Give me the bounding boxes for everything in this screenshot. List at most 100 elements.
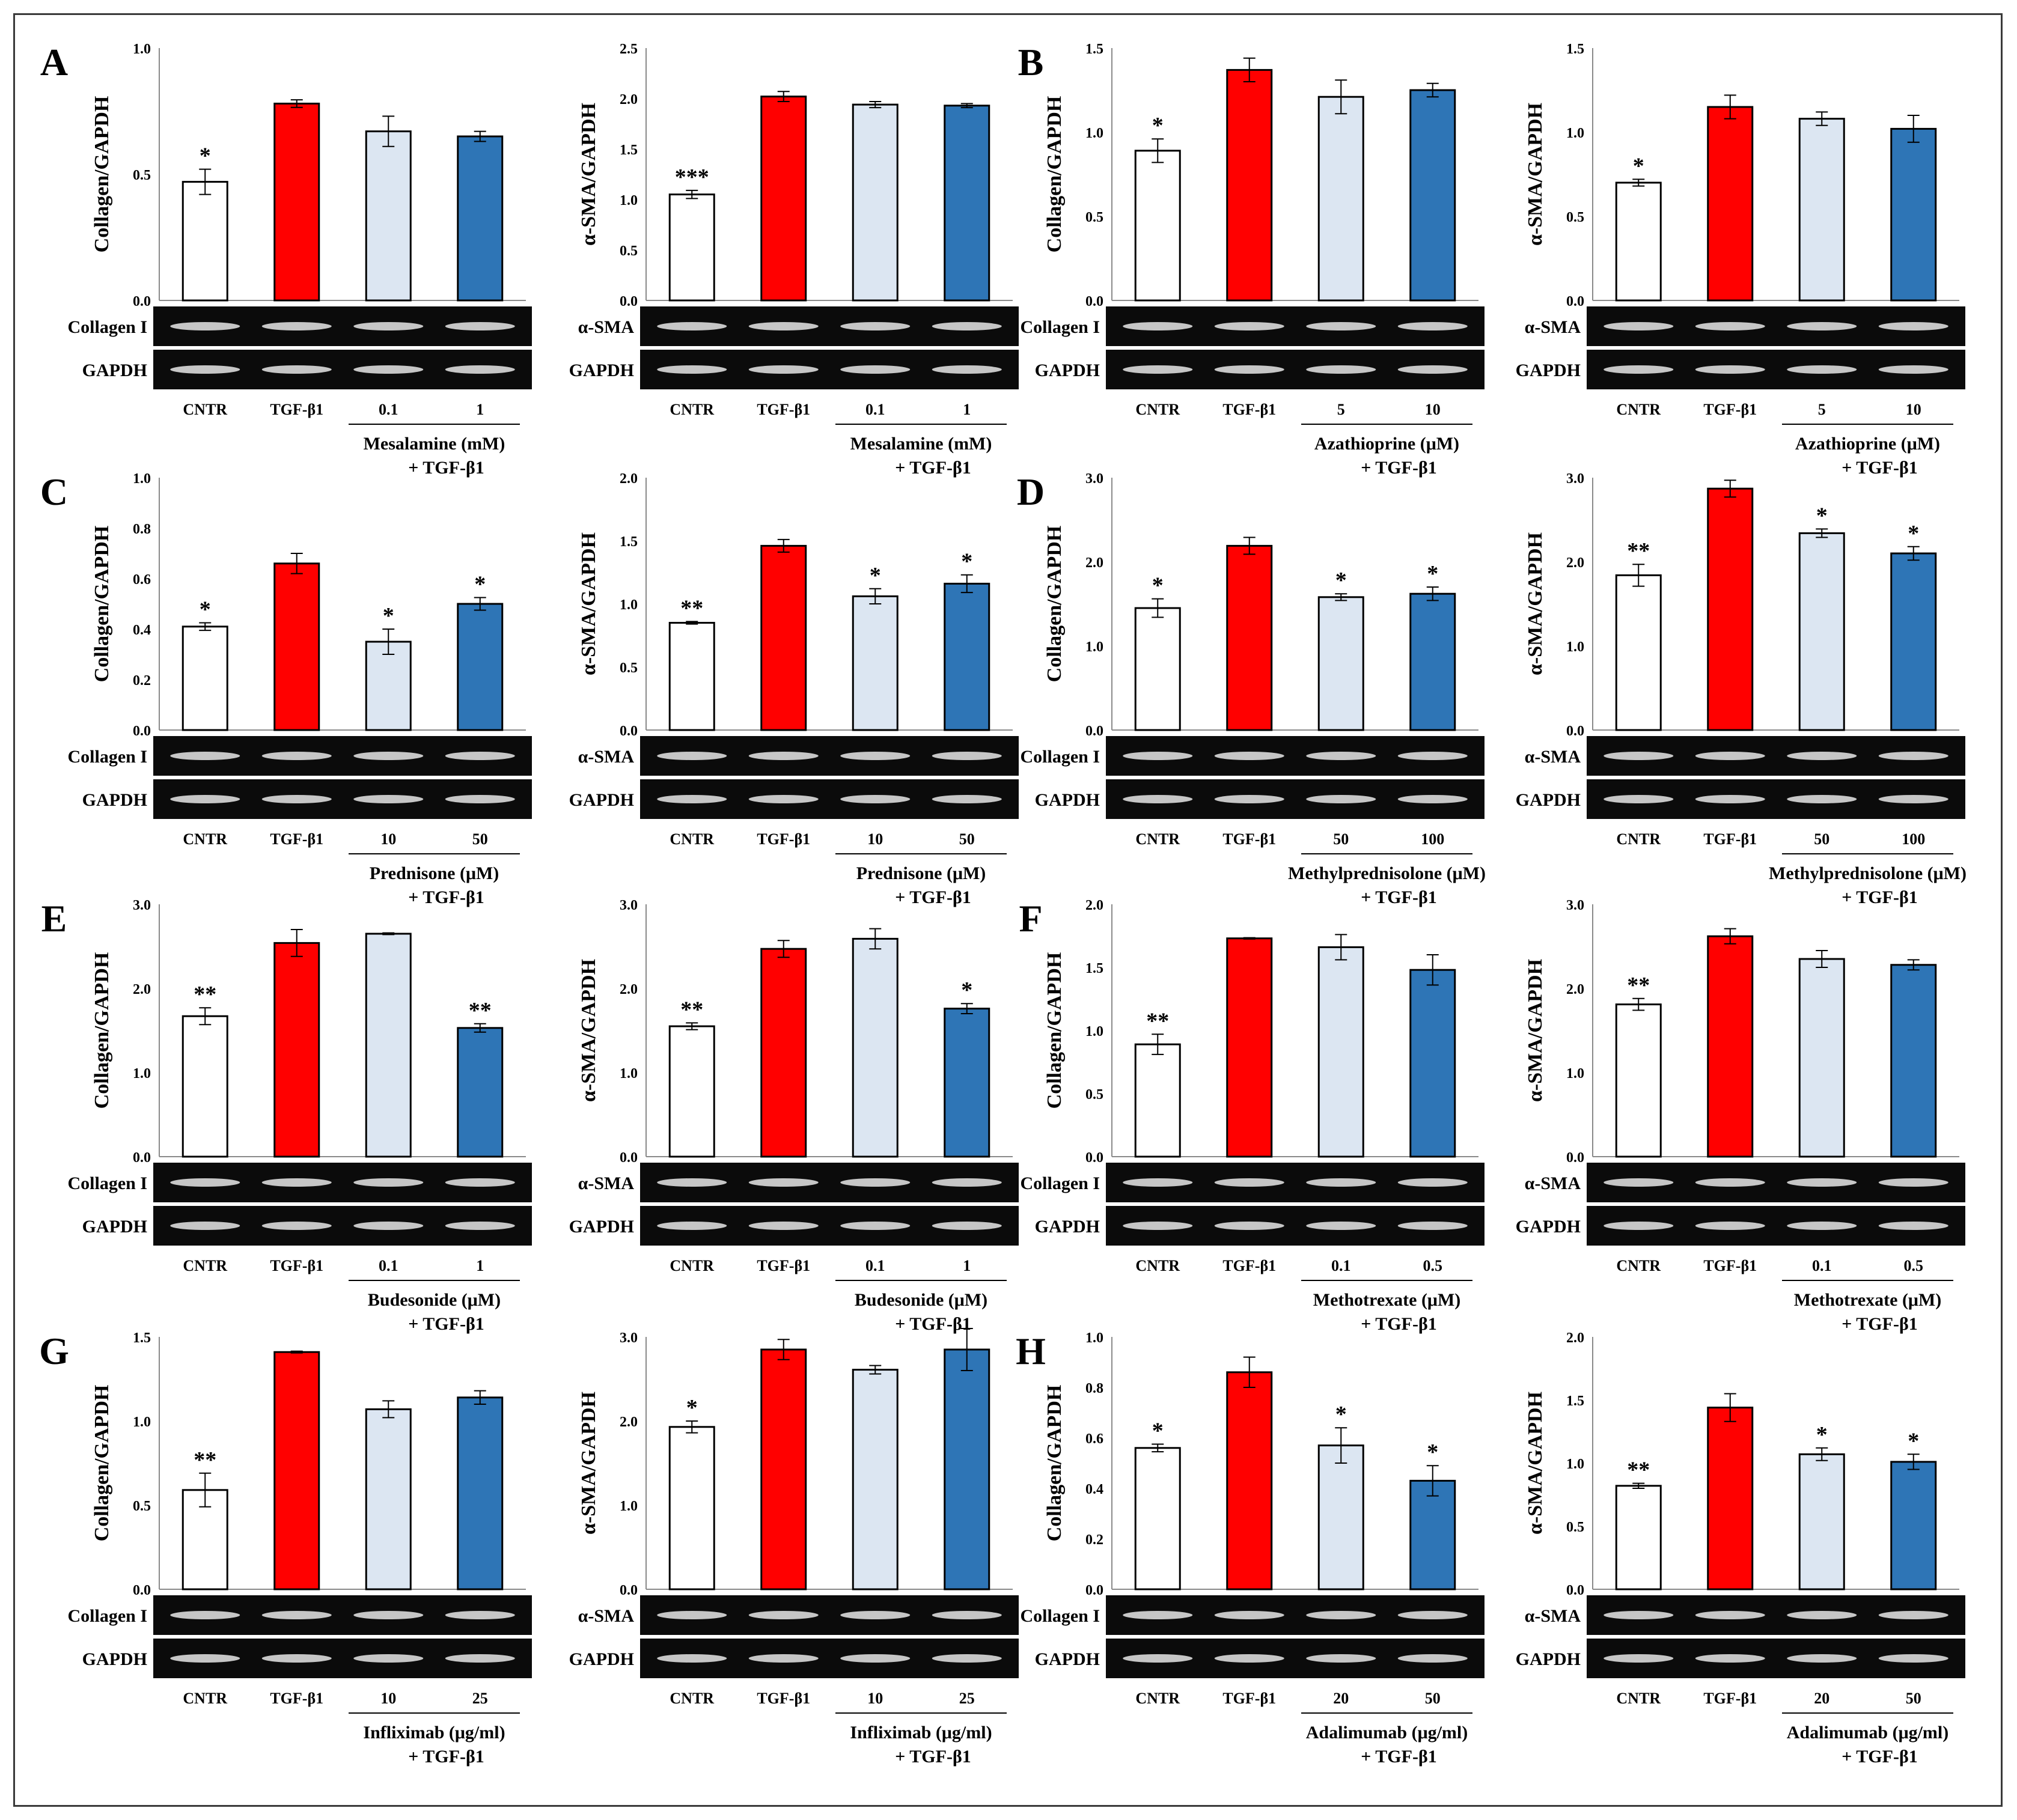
y-tick-label: 1.0 (133, 41, 151, 57)
tgf-label: + TGF-β1 (895, 1747, 971, 1767)
blot-band (1214, 795, 1284, 803)
significance-mark: * (961, 978, 972, 1003)
significance-mark: * (1908, 1428, 1919, 1453)
bar-1 (1134, 1447, 1181, 1590)
y-tick-label: 0.2 (1085, 1532, 1103, 1548)
blot-band (1306, 1654, 1376, 1663)
blot-band (840, 1611, 911, 1619)
lane-label: CNTR (183, 1257, 227, 1274)
y-tick-label: 0.0 (1085, 294, 1103, 309)
significance-mark: * (1427, 561, 1438, 586)
lane-label: 10 (867, 1690, 883, 1707)
tgf-label: + TGF-β1 (1842, 887, 1918, 907)
blot-band (1306, 365, 1376, 374)
blot-label: GAPDH (82, 1649, 147, 1669)
blot-band (932, 795, 1002, 803)
blot-band (1695, 365, 1765, 374)
blot-band (1878, 1654, 1948, 1663)
y-axis-label: Collagen/GAPDH (1043, 96, 1066, 253)
lane-label: TGF-β1 (1222, 1257, 1276, 1274)
lane-label: CNTR (1135, 830, 1180, 848)
bar-1 (668, 1025, 715, 1158)
blot-band (1604, 1222, 1674, 1230)
blot-band (1214, 1178, 1284, 1187)
y-tick-label: 0.8 (133, 522, 151, 537)
lane-label: TGF-β1 (757, 830, 810, 848)
bar-2 (273, 102, 320, 302)
bar-2 (1707, 1407, 1754, 1590)
bar-4 (457, 1027, 504, 1158)
bar-2 (1226, 68, 1273, 302)
panel-letter-a: A (40, 41, 68, 84)
tgf-label: + TGF-β1 (1842, 458, 1918, 478)
blot-band (657, 1222, 727, 1230)
lane-label: 0.5 (1423, 1257, 1443, 1274)
bar-2 (273, 942, 320, 1158)
blot-band (1306, 752, 1376, 760)
blot-band (261, 322, 332, 330)
significance-mark: * (200, 597, 211, 622)
blot-band (170, 1654, 240, 1663)
y-tick-label: 0.0 (1085, 1583, 1103, 1598)
significance-mark: * (1152, 573, 1164, 598)
blot-band (353, 1222, 424, 1230)
panel-letter-b: B (1018, 41, 1044, 84)
y-tick-label: 1.0 (1566, 1456, 1584, 1472)
y-axis-label: α-SMA/GAPDH (1524, 1392, 1546, 1535)
bar-4 (457, 135, 504, 302)
blot-band (170, 1222, 240, 1230)
lane-label: 10 (380, 830, 396, 848)
lane-label: TGF-β1 (1222, 1690, 1276, 1707)
y-tick-label: 0.0 (1566, 1150, 1584, 1166)
blot-band (261, 795, 332, 803)
y-tick-label: 0.0 (1085, 1150, 1103, 1166)
y-tick-label: 1.5 (620, 534, 638, 550)
panel-letter-h: H (1016, 1330, 1046, 1372)
blot-band (1306, 1222, 1376, 1230)
bar-4 (1890, 552, 1937, 731)
y-tick-label: 2.5 (620, 41, 638, 57)
bar-1 (182, 1015, 228, 1158)
blot-band (932, 1222, 1002, 1230)
blot-band (657, 1611, 727, 1619)
y-axis-label: α-SMA/GAPDH (1524, 532, 1546, 675)
blot-band (353, 1654, 424, 1663)
blot-label: GAPDH (1035, 790, 1100, 810)
drug-label: Methotrexate (μM) (1313, 1290, 1461, 1310)
blot-band (1604, 1178, 1674, 1187)
blot-band (170, 1178, 240, 1187)
bar-3 (852, 595, 899, 731)
blot-band (1878, 322, 1948, 330)
chart-e-1: 0.0 1.0 2.0 3.0 Collagen/GAPDH ** ** Collagen I… (67, 898, 532, 1334)
significance-mark: * (686, 1395, 698, 1420)
lane-label: 50 (1425, 1690, 1441, 1707)
blot-band (748, 322, 819, 330)
blot-band (445, 1611, 515, 1619)
y-axis-label: α-SMA/GAPDH (1524, 959, 1546, 1102)
drug-label: Methylprednisolone (μM) (1288, 863, 1486, 883)
y-axis-label: Collagen/GAPDH (1043, 952, 1066, 1109)
y-tick-label: 0.0 (133, 294, 151, 309)
lane-label: TGF-β1 (270, 1257, 323, 1274)
lane-label: TGF-β1 (1703, 830, 1757, 848)
bar-4 (1409, 1479, 1456, 1590)
blot-label: GAPDH (569, 790, 634, 810)
bar-2 (760, 96, 807, 302)
lane-label: 10 (1425, 401, 1441, 418)
bar-3 (365, 933, 412, 1158)
significance-mark: * (474, 572, 486, 597)
y-axis-label: Collagen/GAPDH (91, 952, 113, 1109)
blot-label: GAPDH (1516, 1649, 1581, 1669)
blot-band (1123, 1654, 1193, 1663)
chart-d-2: 0.01.02.03.0α-SMA/GAPDH ****α-SMAGAPDHCNT… (1516, 471, 1967, 907)
y-tick-label: 2.0 (1085, 898, 1103, 913)
tgf-label: + TGF-β1 (408, 1314, 484, 1334)
blot-band (261, 752, 332, 760)
drug-label: Azathioprine (μM) (1795, 434, 1940, 454)
lane-label: TGF-β1 (1703, 1690, 1757, 1707)
lane-label: CNTR (1616, 1690, 1661, 1707)
significance-mark: * (1152, 1419, 1164, 1444)
blot-band (1123, 752, 1193, 760)
y-tick-label: 0.0 (133, 1150, 151, 1166)
bar-2 (1707, 106, 1754, 302)
